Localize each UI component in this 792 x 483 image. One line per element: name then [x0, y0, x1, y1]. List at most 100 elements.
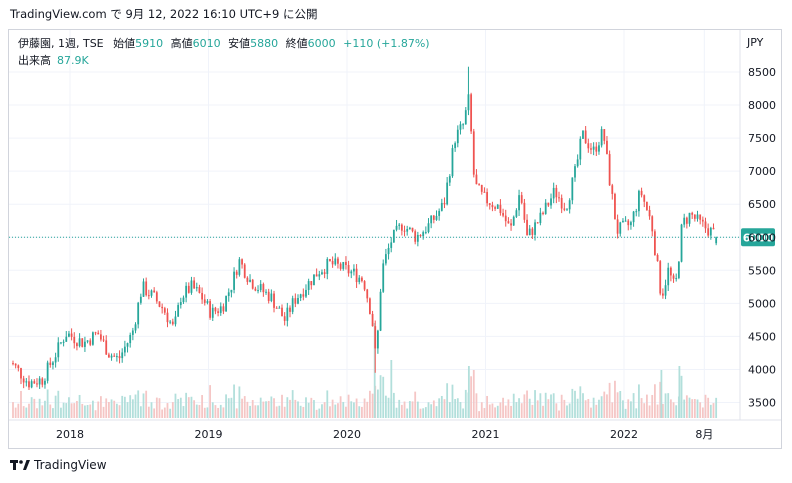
- volume-bar: [656, 404, 659, 418]
- candle-body: [555, 187, 558, 198]
- volume-bar: [289, 399, 291, 418]
- candle-body: [622, 220, 624, 223]
- candle-body: [403, 230, 406, 232]
- time-tick-label: 8月: [695, 428, 713, 441]
- volume-bar: [20, 390, 22, 418]
- candle-body: [472, 131, 475, 175]
- volume-bar: [494, 407, 496, 418]
- candle-body: [321, 272, 323, 275]
- volume-bar: [574, 390, 576, 418]
- candle-body: [499, 204, 502, 214]
- volume-bar: [318, 408, 321, 418]
- candle-body: [36, 383, 38, 385]
- volume-bar: [153, 408, 156, 418]
- candle-body: [20, 368, 22, 379]
- volume-bar: [342, 401, 345, 418]
- candle-body: [616, 219, 619, 234]
- volume-bar: [369, 390, 371, 418]
- candle-body: [366, 289, 369, 299]
- volume-bar: [475, 393, 478, 418]
- volume-bar: [448, 402, 451, 418]
- volume-bar: [267, 400, 270, 418]
- volume-bar: [243, 396, 246, 418]
- candle-body: [685, 217, 688, 224]
- volume-bar: [217, 407, 219, 418]
- candle-body: [600, 129, 603, 146]
- volume-bar: [329, 406, 331, 418]
- volume-bar: [150, 402, 153, 418]
- volume-bar: [49, 404, 52, 418]
- candle-body: [677, 261, 680, 279]
- candle-body: [422, 232, 425, 237]
- candle-body: [177, 305, 180, 317]
- volume-bar: [584, 400, 587, 418]
- volume-bar: [275, 406, 278, 418]
- volume-bar: [443, 399, 446, 418]
- volume-bar: [696, 399, 699, 418]
- candle-body: [379, 291, 382, 331]
- volume-bar: [76, 400, 78, 418]
- volume-bar: [139, 406, 142, 418]
- candle-body: [595, 146, 598, 152]
- volume-bar: [102, 406, 105, 418]
- candle-body: [614, 193, 616, 220]
- volume-bar: [483, 407, 486, 418]
- candle-body: [62, 341, 65, 343]
- candle-body: [454, 143, 457, 149]
- low-value: 5880: [250, 37, 279, 50]
- volume-label: 出来高: [18, 54, 51, 67]
- candle-body: [408, 227, 411, 230]
- volume-bar: [611, 402, 614, 418]
- candle-body: [496, 204, 499, 209]
- volume-bar: [137, 390, 140, 418]
- candle-body: [456, 129, 459, 144]
- price-tick-label: 5000: [748, 297, 776, 310]
- volume-bar: [337, 403, 339, 418]
- price-tick-label: 8000: [748, 99, 776, 112]
- volume-bar: [715, 397, 718, 418]
- volume-bar: [464, 389, 467, 418]
- candle-body: [400, 224, 403, 231]
- candle-body: [281, 307, 283, 317]
- candle-body: [331, 260, 334, 265]
- candle-body: [547, 202, 550, 206]
- volume-bar: [504, 405, 507, 418]
- volume-bar: [571, 388, 574, 418]
- volume-bar: [28, 403, 30, 418]
- candle-body: [526, 219, 528, 236]
- candle-body: [222, 306, 225, 312]
- volume-bar: [73, 403, 76, 418]
- candle-body: [635, 211, 638, 213]
- volume-bar: [515, 402, 518, 418]
- candle-body: [566, 209, 568, 211]
- volume-bar: [201, 395, 204, 418]
- candle-body: [171, 321, 174, 325]
- price-tick-label: 7500: [748, 132, 776, 145]
- volume-bar: [512, 393, 515, 418]
- candle-body: [462, 124, 465, 126]
- volume-bar: [347, 394, 350, 418]
- candle-body: [318, 274, 321, 277]
- volume-bar: [507, 399, 510, 418]
- volume-value: 87.9K: [57, 54, 89, 67]
- volume-bar: [534, 390, 536, 418]
- volume-bar: [547, 399, 550, 418]
- price-tick-label: 4500: [748, 330, 776, 343]
- chart-frame[interactable]: [8, 29, 782, 449]
- volume-bar: [294, 399, 297, 418]
- candle-body: [115, 356, 118, 358]
- candle-body: [571, 177, 574, 201]
- volume-bar: [78, 394, 81, 418]
- candle-body: [582, 130, 584, 139]
- candle-body: [371, 313, 374, 327]
- change-value: +110 (+1.87%): [343, 37, 430, 50]
- candle-body: [486, 192, 488, 204]
- candle-body: [592, 146, 595, 150]
- candle-body: [518, 195, 520, 211]
- volume-bar: [528, 398, 531, 418]
- volume-bar: [142, 393, 145, 418]
- candle-body: [73, 336, 76, 344]
- candle-body: [672, 275, 675, 279]
- candle-body: [185, 285, 188, 298]
